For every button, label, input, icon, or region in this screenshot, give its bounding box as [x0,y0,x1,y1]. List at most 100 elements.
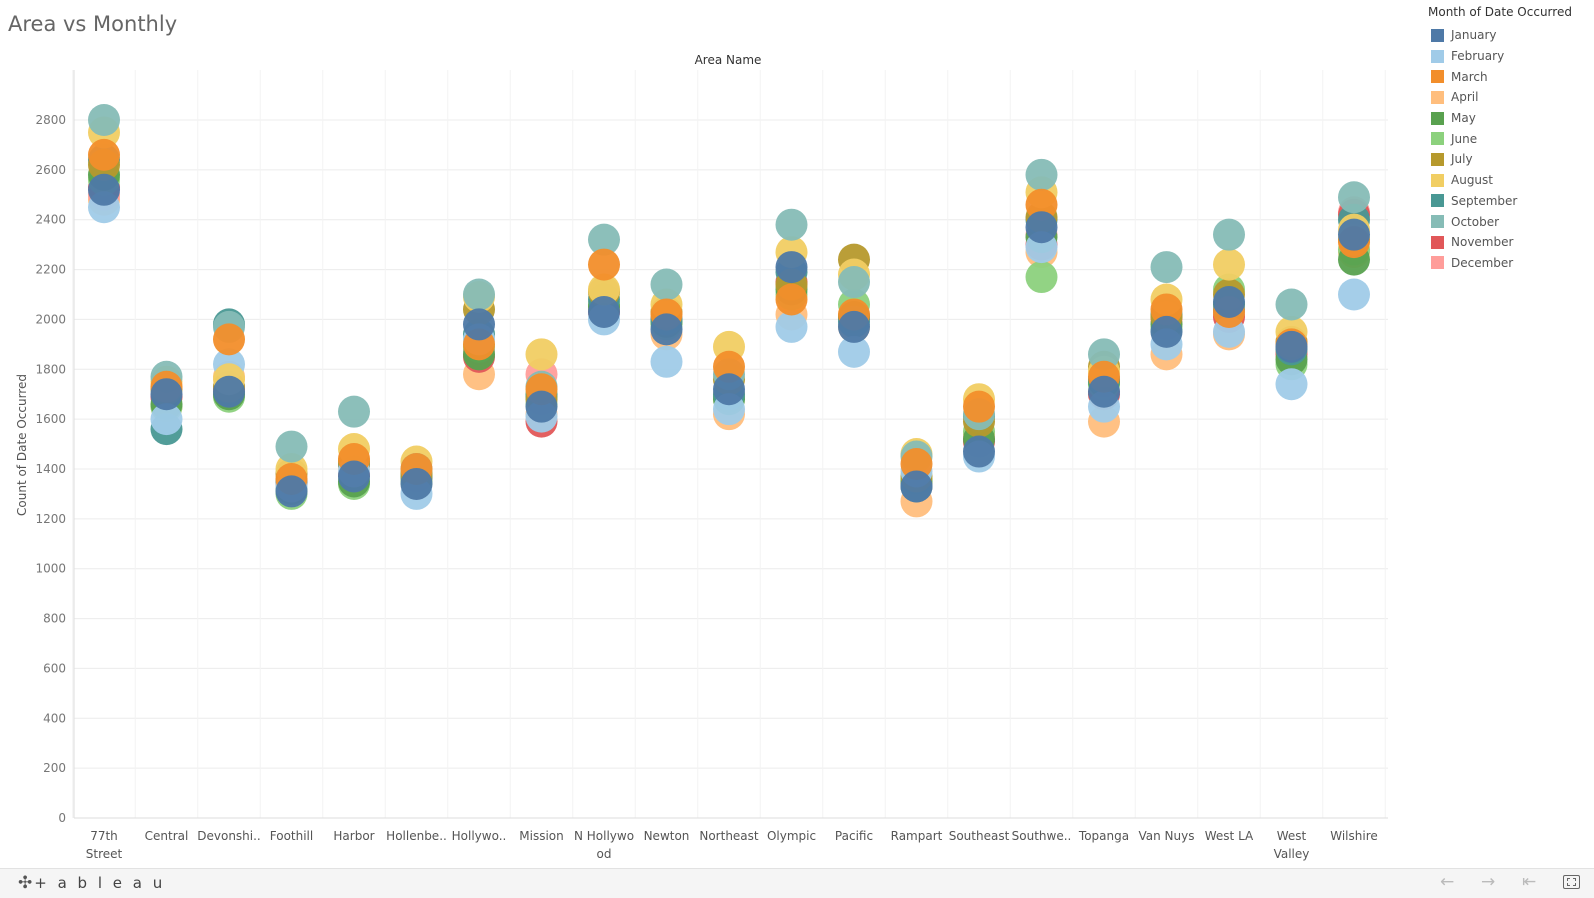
data-point-october[interactable] [1275,288,1308,321]
data-point-august[interactable] [588,273,620,306]
legend-item-december[interactable]: December [1428,253,1593,274]
legend-item-july[interactable]: July [1428,149,1593,170]
data-point-march[interactable] [713,350,745,383]
y-tick-label: 2400 [35,213,66,227]
data-point-january[interactable] [400,467,433,500]
data-point-january[interactable] [275,475,308,508]
reset-icon[interactable]: ⇤ [1522,872,1537,892]
legend-item-june[interactable]: June [1428,128,1593,149]
y-tick-label: 2200 [35,263,66,277]
x-tick-label: 77th Street [86,829,123,861]
data-point-august[interactable] [1213,248,1245,281]
tableau-wordmark: + a b l e a u [34,874,166,892]
data-point-february[interactable] [650,345,683,378]
data-point-october[interactable] [275,430,308,463]
legend-label: September [1451,193,1518,208]
data-point-october[interactable] [1213,218,1245,251]
y-tick-label: 800 [43,612,66,626]
data-point-february[interactable] [150,403,183,436]
legend-label: January [1451,28,1497,43]
legend-item-may[interactable]: May [1428,108,1593,129]
y-tick-label: 400 [43,711,66,725]
data-point-january[interactable] [1338,218,1370,251]
data-point-january[interactable] [713,373,745,406]
data-point-october[interactable] [1088,338,1120,371]
data-point-january[interactable] [1150,315,1183,348]
forward-arrow-icon[interactable]: → [1481,872,1496,892]
fullscreen-icon[interactable] [1563,875,1580,889]
legend-item-november[interactable]: November [1428,232,1593,253]
y-axis-title: Count of Date Occurred [15,374,29,516]
legend-item-march[interactable]: March [1428,66,1593,87]
x-tick-label: Devonshi.. [197,829,261,843]
data-point-march[interactable] [963,390,995,423]
y-tick-label: 2800 [35,113,66,127]
data-point-march[interactable] [88,138,120,171]
legend-item-october[interactable]: October [1428,211,1593,232]
data-point-october[interactable] [775,208,808,241]
data-point-january[interactable] [150,378,183,411]
legend-item-january[interactable]: January [1428,25,1593,46]
x-axis-title: Area Name [695,53,762,67]
data-point-october[interactable] [838,266,870,299]
data-point-march[interactable] [1025,188,1058,221]
data-point-june[interactable] [1025,261,1058,294]
data-point-october[interactable] [650,268,683,301]
legend-label: February [1451,49,1505,64]
data-point-february[interactable] [838,335,870,368]
data-point-march[interactable] [775,283,808,316]
legend-item-april[interactable]: April [1428,87,1593,108]
data-point-january[interactable] [588,295,620,328]
data-point-february[interactable] [1275,368,1308,401]
legend-label: May [1451,111,1476,126]
data-point-january[interactable] [338,460,370,493]
data-point-august[interactable] [525,338,558,371]
scatter-chart[interactable]: 0 200 400 600 800 1000 1200 1400 1600 1800 2000 220… [0,0,1594,868]
data-point-january[interactable] [1213,285,1245,318]
data-point-october[interactable] [338,395,370,428]
data-point-october[interactable] [1025,158,1058,191]
data-point-january[interactable] [525,390,558,423]
legend-item-february[interactable]: February [1428,46,1593,67]
data-point-january[interactable] [650,313,683,346]
data-point-january[interactable] [1088,375,1120,408]
legend-item-september[interactable]: September [1428,191,1593,212]
data-point-october[interactable] [463,278,495,311]
data-point-march[interactable] [588,248,620,281]
data-point-october[interactable] [1150,251,1183,284]
data-point-january[interactable] [963,435,995,468]
x-tick-label: Harbor [333,829,374,843]
tableau-logo[interactable]: ✣ + a b l e a u [18,873,165,893]
data-point-october[interactable] [88,104,120,136]
chart-title: Area vs Monthly [8,12,178,36]
data-point-march[interactable] [1150,293,1183,326]
legend-swatch [1431,132,1444,146]
data-point-october[interactable] [1338,181,1370,214]
legend-swatch [1431,235,1444,249]
data-point-january[interactable] [775,251,808,284]
y-tick-label: 2600 [35,163,66,177]
legend-label: June [1451,131,1478,146]
legend-swatch [1431,70,1444,84]
data-point-march[interactable] [900,448,933,481]
x-tick-label: Wilshire [1330,829,1378,843]
legend-item-august[interactable]: August [1428,170,1593,191]
data-point-january[interactable] [213,375,245,408]
data-point-january[interactable] [88,173,120,206]
data-point-february[interactable] [1338,278,1370,311]
x-tick-label: Mission [519,829,563,843]
legend-title: Month of Date Occurred [1428,5,1572,19]
back-arrow-icon[interactable]: ← [1440,872,1455,892]
data-point-october[interactable] [588,223,620,256]
data-point-january[interactable] [1025,211,1058,244]
data-point-march[interactable] [213,323,245,356]
data-point-february[interactable] [775,310,808,343]
y-tick-label: 600 [43,661,66,675]
data-point-january[interactable] [1275,330,1308,363]
y-tick-label: 200 [43,761,66,775]
data-point-january[interactable] [463,308,495,341]
data-point-january[interactable] [838,310,870,343]
data-points [88,104,1370,518]
data-point-january[interactable] [900,470,933,503]
x-tick-label: Topanga [1078,829,1129,843]
